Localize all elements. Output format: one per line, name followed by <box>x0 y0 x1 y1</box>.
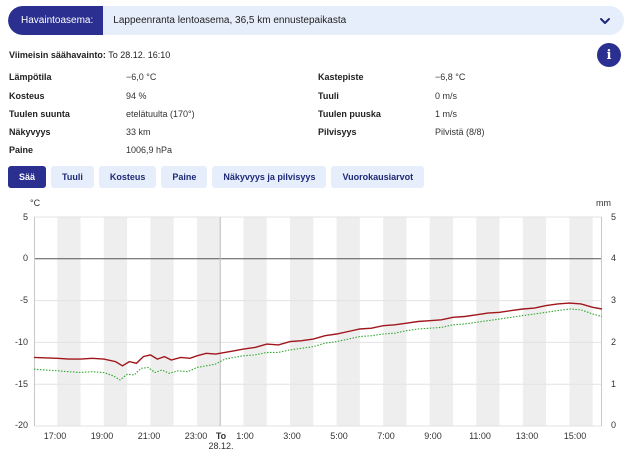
obs-value: Pilvistä (8/8) <box>435 127 485 137</box>
obs-value: 94 % <box>126 91 147 101</box>
info-glyph: i <box>606 47 612 63</box>
tab-wind[interactable]: Tuuli <box>51 166 94 188</box>
tab-humidity[interactable]: Kosteus <box>98 166 157 188</box>
x-tick: 7:00 <box>377 431 395 441</box>
obs-key: Pilvisyys <box>318 127 357 137</box>
obs-key: Paine <box>9 145 34 155</box>
y-tick-left: 5 <box>22 212 28 222</box>
dewpoint-line <box>34 308 602 381</box>
x-tick: 1:00 <box>236 431 254 441</box>
hour-band <box>569 217 593 426</box>
y-tick-left: 0 <box>22 253 28 263</box>
x-tick: 15:00 <box>563 431 587 441</box>
y-unit-right: mm <box>596 198 611 208</box>
x-tick: 11:00 <box>469 431 491 441</box>
y-tick-left: -20 <box>14 420 28 430</box>
x-tick: 3:00 <box>283 431 301 441</box>
hour-band <box>103 217 128 426</box>
tab-weather[interactable]: Sää <box>8 166 47 188</box>
hour-band <box>150 217 174 426</box>
hour-band <box>429 217 454 426</box>
x-tick: 21:00 <box>137 431 161 441</box>
y-tick-right: 0 <box>611 420 617 430</box>
x-tick: 5:00 <box>330 431 348 441</box>
y-tick-left: -5 <box>19 295 28 305</box>
chart-tabs: Sää Tuuli Kosteus Paine Näkyvyys ja pilv… <box>8 166 429 188</box>
tab-daily-values[interactable]: Vuorokausiarvot <box>331 166 425 188</box>
station-label: Havaintoasema: <box>8 6 104 35</box>
chevron-down-icon[interactable] <box>598 14 612 28</box>
x-tick: 9:00 <box>424 431 442 441</box>
y-tick-right: 3 <box>611 295 617 305</box>
y-unit-left: °C <box>30 198 41 208</box>
info-icon[interactable]: i <box>597 43 621 67</box>
y-tick-right: 2 <box>611 337 617 347</box>
obs-key: Kastepiste <box>318 72 364 82</box>
x-tick: 19:00 <box>90 431 114 441</box>
y-tick-right: 1 <box>611 379 617 389</box>
x-day-label: To <box>215 431 227 441</box>
hour-band <box>336 217 360 426</box>
x-tick: 13:00 <box>515 431 539 441</box>
x-tick: 17:00 <box>43 431 67 441</box>
hour-band <box>383 217 407 426</box>
latest-observation-time: To 28.12. 16:10 <box>108 50 171 60</box>
station-value[interactable]: Lappeenranta lentoasema, 36,5 km ennuste… <box>113 15 347 26</box>
hour-band <box>290 217 314 426</box>
obs-key: Tuuli <box>318 91 339 101</box>
obs-value: 1 m/s <box>435 109 458 119</box>
weather-chart[interactable] <box>34 208 602 432</box>
obs-key: Lämpötila <box>9 72 52 82</box>
hour-band <box>57 217 81 426</box>
x-day-marker: To 28.12. <box>206 431 236 451</box>
tab-pressure[interactable]: Paine <box>161 166 208 188</box>
latest-observation-label: Viimeisin säähavainto: <box>9 50 106 60</box>
latest-observation: Viimeisin säähavainto: To 28.12. 16:10 <box>9 50 170 60</box>
hour-band <box>196 217 221 426</box>
obs-value: 0 m/s <box>435 91 458 101</box>
y-tick-right: 5 <box>611 212 617 222</box>
obs-key: Näkyvyys <box>9 127 51 137</box>
station-selector[interactable]: Havaintoasema: Lappeenranta lentoasema, … <box>8 6 624 35</box>
hour-band <box>243 217 267 426</box>
obs-value: 1006,9 hPa <box>126 145 173 155</box>
x-tick: 23:00 <box>184 431 208 441</box>
x-day-date: 28.12. <box>208 441 234 451</box>
y-tick-left: -10 <box>14 337 28 347</box>
obs-value: −6,0 °C <box>126 72 157 82</box>
tab-visibility-cloudiness[interactable]: Näkyvyys ja pilvisyys <box>212 166 327 188</box>
y-tick-right: 4 <box>611 253 617 263</box>
temperature-line <box>34 302 602 367</box>
obs-key: Kosteus <box>9 91 45 101</box>
obs-value: 33 km <box>126 127 151 137</box>
hour-band <box>522 217 547 426</box>
y-tick-left: -15 <box>14 379 28 389</box>
hour-band <box>476 217 500 426</box>
obs-value: etelätuulta (170°) <box>126 109 195 119</box>
obs-key: Tuulen suunta <box>9 109 70 119</box>
obs-value: −6,8 °C <box>435 72 466 82</box>
obs-key: Tuulen puuska <box>318 109 381 119</box>
